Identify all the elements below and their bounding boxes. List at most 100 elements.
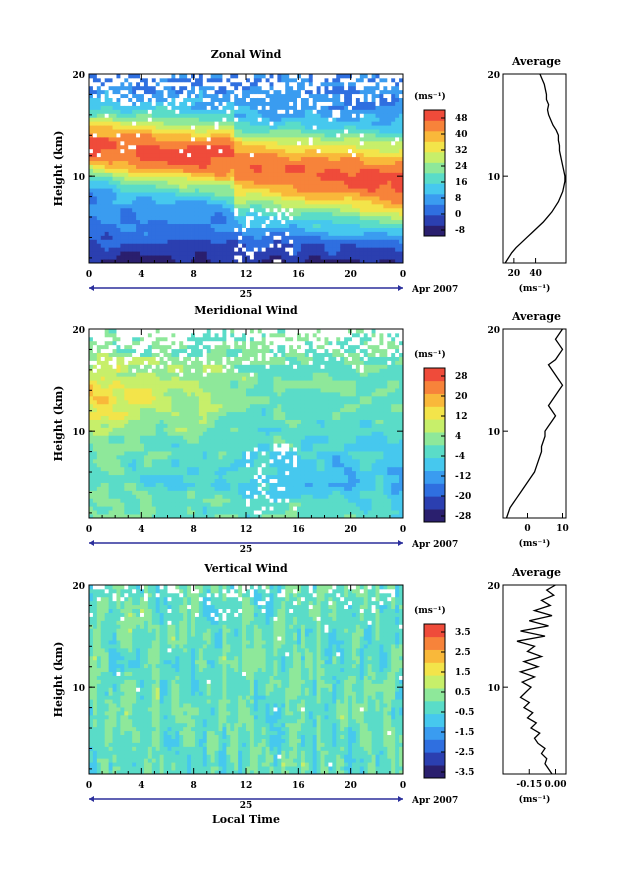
heatmap-cell bbox=[253, 215, 259, 221]
heatmap-cell bbox=[316, 133, 321, 138]
heatmap-cell bbox=[348, 160, 353, 165]
heatmap-cell bbox=[336, 239, 341, 244]
heatmap-cell bbox=[359, 93, 365, 99]
heatmap-cell bbox=[191, 129, 196, 134]
heatmap-cell bbox=[108, 93, 113, 99]
heatmap-cell bbox=[355, 176, 361, 181]
heatmap-cell bbox=[116, 196, 121, 201]
heatmap-cell bbox=[379, 109, 384, 114]
heatmap-cell bbox=[171, 133, 176, 138]
heatmap-cell bbox=[116, 89, 121, 95]
heatmap-cell bbox=[363, 144, 369, 150]
heatmap-cell bbox=[293, 97, 298, 102]
heatmap-cell bbox=[143, 243, 149, 248]
heatmap-cell bbox=[210, 259, 216, 264]
heatmap-cell bbox=[273, 156, 278, 162]
heatmap-cell bbox=[363, 180, 369, 185]
heatmap-cell bbox=[120, 470, 125, 476]
heatmap-cell bbox=[155, 474, 161, 480]
heatmap-cell bbox=[289, 231, 294, 236]
heatmap-cell bbox=[147, 490, 153, 495]
heatmap-cell bbox=[136, 156, 141, 162]
heatmap-cell bbox=[155, 101, 161, 106]
heatmap-cell bbox=[120, 137, 125, 142]
heatmap-cell bbox=[108, 243, 113, 248]
heatmap-cell bbox=[108, 451, 113, 456]
heatmap-cell bbox=[128, 332, 133, 338]
heatmap-cell bbox=[116, 133, 121, 138]
heatmap-cell bbox=[167, 470, 172, 476]
heatmap-cell bbox=[140, 144, 145, 150]
heatmap-cell bbox=[108, 431, 113, 436]
heatmap-cell bbox=[289, 125, 294, 130]
heatmap-cell bbox=[265, 140, 270, 146]
heatmap-cell bbox=[100, 419, 106, 424]
profile-y-tick-label: 10 bbox=[487, 173, 500, 183]
heatmap-cell bbox=[89, 85, 94, 91]
heatmap-cell bbox=[171, 403, 176, 409]
heatmap-cell bbox=[332, 188, 337, 193]
heatmap-cell bbox=[226, 227, 231, 232]
heatmap-cell bbox=[344, 137, 349, 142]
heatmap-cell bbox=[140, 498, 145, 503]
panel-title: Meridional Wind bbox=[194, 304, 298, 317]
heatmap-cell bbox=[143, 392, 149, 397]
heatmap-cell bbox=[198, 105, 204, 110]
heatmap-cell bbox=[132, 352, 137, 357]
heatmap-cell bbox=[183, 121, 188, 126]
heatmap-cell bbox=[112, 227, 117, 232]
heatmap-cell bbox=[222, 192, 227, 197]
heatmap-cell bbox=[375, 215, 380, 221]
heatmap-cell bbox=[167, 203, 172, 209]
heatmap-cell bbox=[108, 74, 113, 79]
heatmap-cell bbox=[132, 380, 137, 385]
heatmap-cell bbox=[257, 211, 263, 217]
heatmap-cell bbox=[304, 101, 310, 106]
heatmap-cell bbox=[367, 133, 373, 138]
heatmap-cell bbox=[375, 255, 380, 260]
heatmap-cell bbox=[132, 121, 137, 126]
heatmap-cell bbox=[261, 152, 267, 158]
heatmap-cell bbox=[218, 125, 223, 130]
heatmap-cell bbox=[124, 510, 129, 515]
heatmap-cell bbox=[222, 140, 227, 146]
heatmap-cell bbox=[249, 196, 255, 201]
heatmap-cell bbox=[151, 93, 157, 99]
heatmap-cell bbox=[226, 192, 231, 197]
heatmap-cell bbox=[155, 360, 161, 365]
heatmap-cell bbox=[167, 423, 172, 428]
heatmap-cell bbox=[371, 133, 376, 138]
heatmap-cell bbox=[147, 443, 153, 448]
heatmap-cell bbox=[179, 207, 184, 213]
heatmap-cell bbox=[320, 117, 325, 122]
heatmap-cell bbox=[100, 399, 106, 405]
heatmap-cell bbox=[120, 219, 125, 225]
heatmap-cell bbox=[183, 184, 188, 189]
heatmap-cell bbox=[312, 152, 318, 158]
heatmap-cell bbox=[308, 117, 314, 122]
heatmap-cell bbox=[383, 176, 388, 181]
heatmap-cell bbox=[159, 184, 164, 189]
heatmap-cell bbox=[246, 133, 251, 138]
heatmap-cell bbox=[155, 172, 161, 177]
heatmap-cell bbox=[222, 211, 227, 217]
profile-title: Average bbox=[511, 55, 561, 68]
heatmap-cell bbox=[191, 77, 196, 83]
colorbar-unit: (ms⁻¹) bbox=[414, 91, 446, 102]
heatmap-cell bbox=[222, 74, 227, 79]
heatmap-cell bbox=[132, 247, 137, 252]
heatmap-cell bbox=[206, 89, 212, 95]
heatmap-cell bbox=[120, 81, 125, 87]
heatmap-cell bbox=[89, 93, 94, 99]
heatmap-cell bbox=[269, 223, 274, 228]
heatmap-cell bbox=[120, 395, 125, 401]
heatmap-cell bbox=[179, 239, 184, 244]
heatmap-cell bbox=[108, 392, 113, 397]
heatmap-cell bbox=[136, 89, 141, 95]
heatmap-cell bbox=[226, 164, 231, 169]
heatmap-cell bbox=[191, 152, 196, 158]
heatmap-cell bbox=[124, 447, 129, 452]
heatmap-cell bbox=[104, 447, 110, 452]
heatmap-cell bbox=[163, 470, 168, 476]
heatmap-cell bbox=[367, 207, 373, 213]
